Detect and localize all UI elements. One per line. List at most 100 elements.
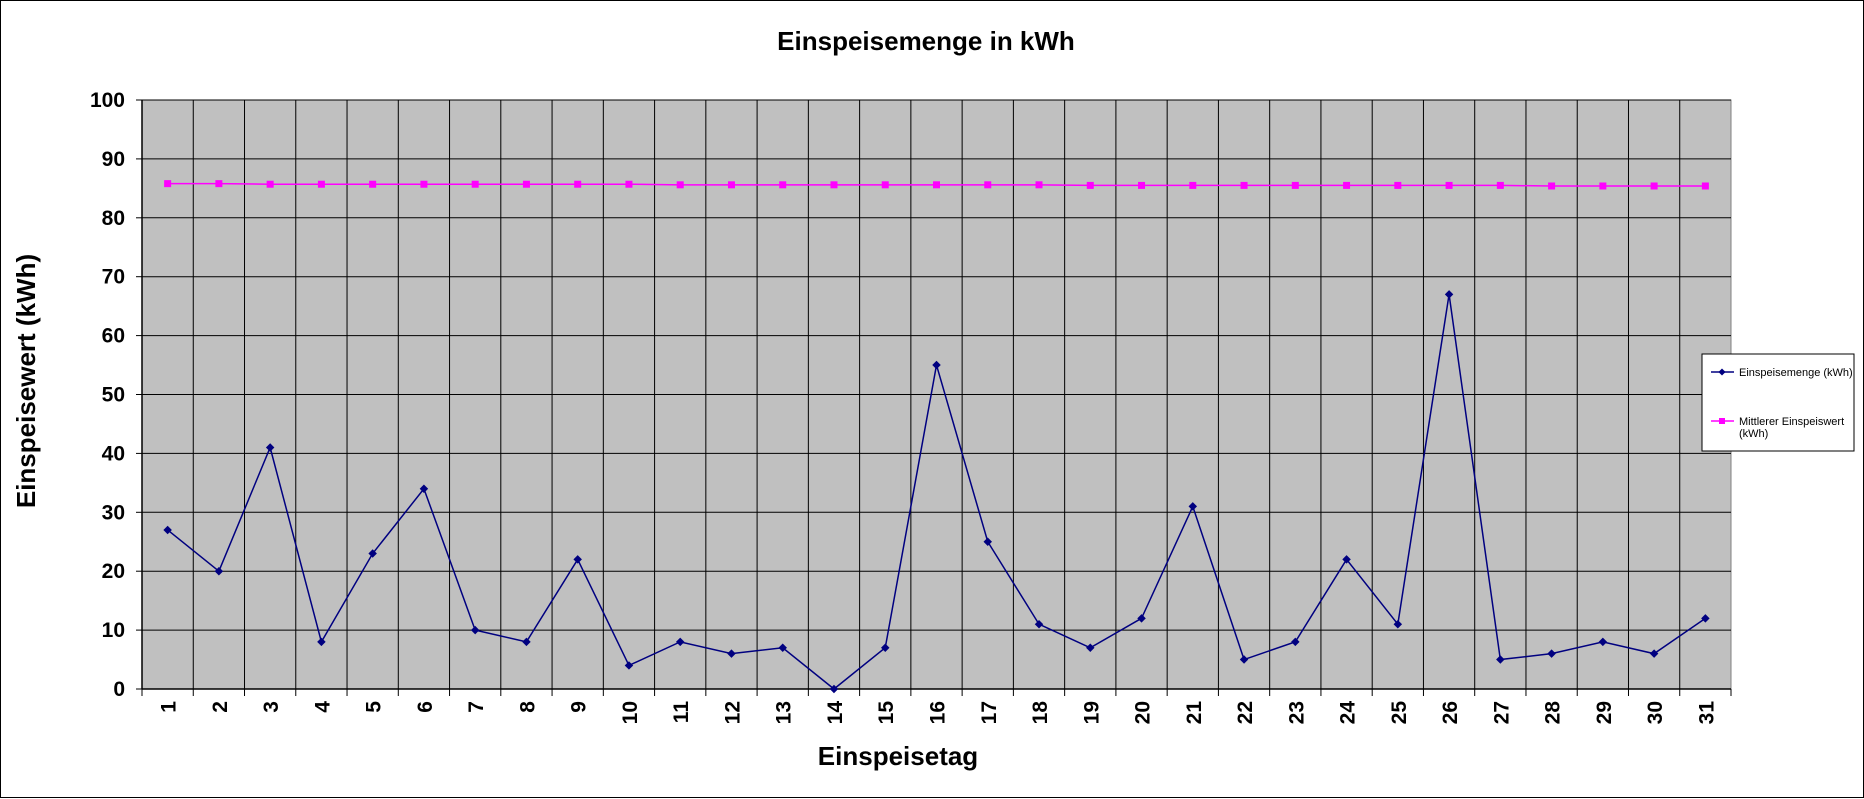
x-tick-label: 9 [568,701,591,713]
y-tick-label: 40 [102,442,125,465]
data-point-einspeisemenge [573,555,582,564]
x-tick-label: 2 [209,701,232,713]
x-tick-label: 6 [414,701,437,713]
data-point-mittlerer [471,180,479,188]
data-point-mittlerer [164,180,172,188]
data-point-mittlerer [1701,182,1709,190]
data-point-einspeisemenge [1034,619,1044,629]
x-tick-label: 8 [516,701,539,713]
data-point-einspeisemenge [778,643,787,653]
x-tick-label: 11 [670,701,693,724]
data-point-mittlerer [727,181,735,189]
x-tick-label: 17 [978,701,1001,724]
data-point-einspeisemenge [1547,649,1556,658]
x-tick-label: 13 [773,701,796,724]
x-tick-label: 1 [158,701,181,713]
y-tick-label: 100 [90,89,125,112]
data-point-einspeisemenge [1701,614,1710,623]
data-point-mittlerer [830,181,838,189]
data-point-mittlerer [1138,181,1146,189]
data-point-einspeisemenge [1598,637,1608,647]
data-point-mittlerer [1343,181,1351,189]
data-point-mittlerer [522,180,530,188]
data-point-einspeisemenge [317,637,326,647]
legend-label-mittlerer: Mittlerer Einspeiswert [1739,416,1844,428]
data-point-einspeisemenge [1086,643,1095,653]
data-point-mittlerer [1496,181,1504,189]
x-axis-ticks: 1 2 3 4 5 6 7 8 9 10 11 12 13 14 15 16 17 18 19 20 21 22 23 24 2… [141,689,1732,725]
data-point-einspeisemenge [1291,637,1300,647]
x-tick-label: 12 [721,701,744,724]
data-point-mittlerer [1291,181,1299,189]
x-tick-label: 20 [1132,701,1155,724]
x-tick-label: 27 [1490,701,1513,724]
x-tick-label: 19 [1080,701,1103,724]
y-tick-label: 10 [102,619,125,642]
legend-label-mittlerer-unit: (kWh) [1739,428,1768,440]
y-tick-label: 60 [102,325,125,348]
x-tick-label: 25 [1388,701,1411,725]
x-tick-label: 30 [1644,701,1667,724]
data-point-mittlerer [1035,181,1043,189]
x-tick-label: 28 [1542,701,1565,725]
data-point-mittlerer [1394,181,1402,189]
y-tick-label: 90 [102,148,125,171]
x-tick-label: 16 [927,701,950,724]
data-point-mittlerer [625,180,633,188]
data-point-mittlerer [266,180,274,188]
data-point-einspeisemenge [727,649,736,658]
data-point-mittlerer [984,181,992,189]
legend-label-einspeisemenge: Einspeisemenge (kWh) [1739,367,1853,379]
gridlines [142,99,1731,689]
data-point-einspeisemenge [1342,555,1351,564]
data-point-mittlerer [574,180,582,188]
data-point-mittlerer [1086,181,1094,189]
data-point-einspeisemenge [522,637,531,647]
data-point-einspeisemenge [265,443,275,452]
data-point-einspeisemenge [1393,619,1403,629]
y-tick-label: 0 [113,678,125,701]
x-tick-label: 10 [619,701,642,724]
data-point-einspeisemenge [1496,655,1505,664]
x-tick-label: 5 [363,701,386,713]
data-point-einspeisemenge [368,549,377,558]
data-point-einspeisemenge [419,484,429,493]
data-point-mittlerer [420,180,428,188]
data-point-mittlerer [1599,182,1607,190]
data-point-mittlerer [1548,182,1556,190]
y-tick-label: 20 [102,560,125,583]
data-point-einspeisemenge [1239,655,1249,664]
data-point-mittlerer [881,181,889,189]
y-tick-label: 70 [102,266,125,289]
y-tick-label: 30 [102,501,125,524]
data-point-mittlerer [215,180,223,188]
data-point-einspeisemenge [932,360,941,370]
data-point-einspeisemenge [1444,290,1454,299]
x-tick-label: 14 [824,701,847,725]
data-point-mittlerer [1445,181,1453,189]
data-point-einspeisemenge [880,643,890,653]
x-tick-label: 4 [311,701,334,713]
data-point-mittlerer [317,180,325,188]
data-point-mittlerer [1240,181,1248,189]
data-point-einspeisemenge [829,684,839,694]
x-tick-label: 15 [875,701,898,725]
y-axis-label: Einspeisewert (kWh) [11,254,41,508]
y-tick-label: 80 [102,207,125,230]
x-tick-label: 3 [260,701,283,713]
data-point-mittlerer [676,181,684,189]
y-tick-label: 50 [102,384,125,407]
x-tick-label: 18 [1029,701,1052,725]
data-point-mittlerer [933,181,940,189]
chart-title: Einspeisemenge in kWh [777,26,1075,56]
legend-marker-mittlerer [1719,418,1725,424]
series-layer [163,180,1710,694]
data-point-einspeisemenge [470,625,480,635]
data-point-einspeisemenge [1649,649,1659,658]
data-point-einspeisemenge [1137,614,1146,623]
x-tick-label: 7 [465,701,488,713]
y-axis-ticks: 0 10 20 30 40 50 60 70 80 90 100 [90,89,142,701]
x-axis-label: Einspeisetag [818,741,978,771]
